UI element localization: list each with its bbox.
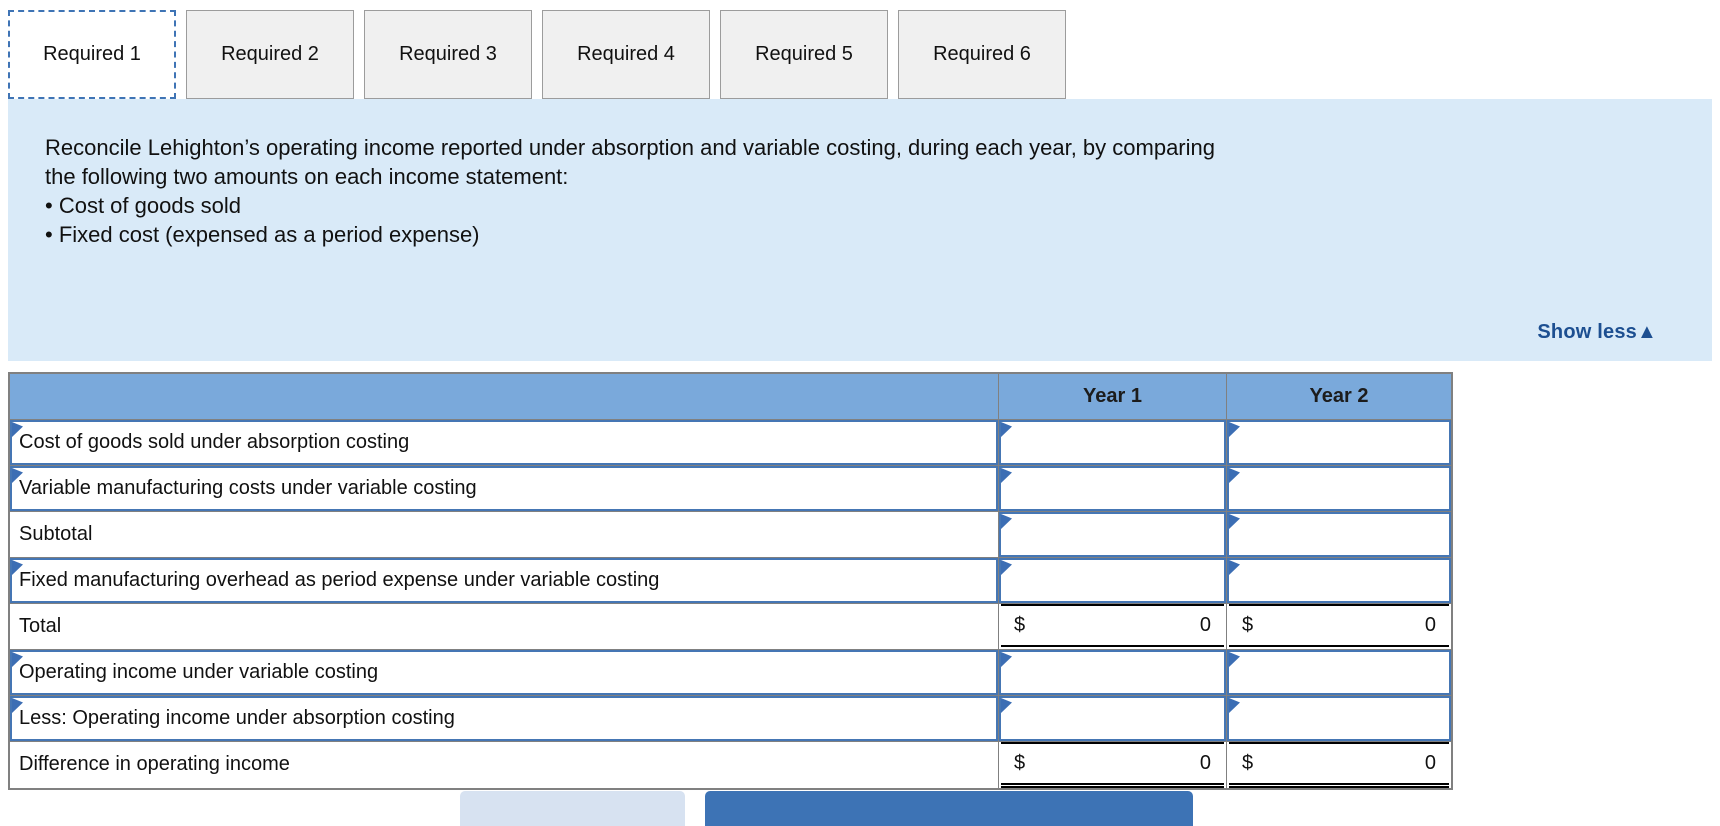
row6-year2-input[interactable] [1227, 650, 1451, 695]
row8-label-cell: Difference in operating income [10, 742, 999, 788]
instruction-line: the following two amounts on each income… [45, 164, 569, 189]
row2-label-input[interactable]: Variable manufacturing costs under varia… [10, 466, 998, 511]
row1-year2-input[interactable] [1227, 420, 1451, 465]
cell-flag-icon [1229, 468, 1240, 483]
previous-button[interactable] [460, 791, 685, 826]
cell-flag-icon [12, 560, 23, 575]
difference-year1-value: $ 0 [1001, 742, 1224, 788]
instruction-line: Reconcile Lehighton’s operating income r… [45, 135, 1215, 160]
row6-year2-cell [1227, 650, 1451, 696]
tab-required-3[interactable]: Required 3 [364, 10, 532, 99]
row6-label-text: Operating income under variable costing [19, 661, 379, 683]
required-tabbar: Required 1 Required 2 Required 3 Require… [8, 10, 1076, 99]
row6-year1-cell [999, 650, 1227, 696]
cell-flag-icon [1229, 698, 1240, 713]
currency-symbol: $ [1014, 614, 1026, 636]
row1-year1-cell [999, 420, 1227, 466]
row8-year2-cell: $ 0 [1227, 742, 1451, 788]
row2-label-text: Variable manufacturing costs under varia… [19, 477, 477, 499]
row5-label-cell: Total [10, 604, 999, 650]
row3-year1-input[interactable] [999, 512, 1226, 557]
row5-year2-cell: $ 0 [1227, 604, 1451, 650]
difference-year2-value: $ 0 [1229, 742, 1449, 788]
cell-flag-icon [1001, 560, 1012, 575]
row3-year2-input[interactable] [1227, 512, 1451, 557]
cell-flag-icon [12, 698, 23, 713]
row2-year2-input[interactable] [1227, 466, 1451, 511]
row1-label-text: Cost of goods sold under absorption cost… [19, 431, 410, 453]
row2-label-cell: Variable manufacturing costs under varia… [10, 466, 999, 512]
row4-label-text: Fixed manufacturing overhead as period e… [19, 569, 660, 591]
instruction-bullet: • Fixed cost (expensed as a period expen… [45, 222, 480, 247]
row2-year1-cell [999, 466, 1227, 512]
row7-year1-input[interactable] [999, 696, 1226, 741]
row2-year1-input[interactable] [999, 466, 1226, 511]
row7-year2-input[interactable] [1227, 696, 1451, 741]
row3-label-cell: Subtotal [10, 512, 999, 558]
row7-year1-cell [999, 696, 1227, 742]
cell-flag-icon [12, 422, 23, 437]
row1-year1-input[interactable] [999, 420, 1226, 465]
row4-year1-cell [999, 558, 1227, 604]
tab-required-2[interactable]: Required 2 [186, 10, 354, 99]
row7-year2-cell [1227, 696, 1451, 742]
total-year2-value: $ 0 [1229, 604, 1449, 647]
total-year1-amount: 0 [1199, 614, 1211, 636]
total-year1-value: $ 0 [1001, 604, 1224, 647]
row4-year2-input[interactable] [1227, 558, 1451, 603]
currency-symbol: $ [1242, 614, 1254, 636]
row6-label-cell: Operating income under variable costing [10, 650, 999, 696]
row4-label-cell: Fixed manufacturing overhead as period e… [10, 558, 999, 604]
currency-symbol: $ [1014, 752, 1026, 774]
cell-flag-icon [1001, 652, 1012, 667]
header-year1-cell: Year 1 [999, 374, 1227, 420]
row8-year1-cell: $ 0 [999, 742, 1227, 788]
row7-label-input[interactable]: Less: Operating income under absorption … [10, 696, 998, 741]
cell-flag-icon [12, 652, 23, 667]
row6-year1-input[interactable] [999, 650, 1226, 695]
cell-flag-icon [1229, 560, 1240, 575]
difference-year2-amount: 0 [1424, 752, 1436, 774]
tab-required-1[interactable]: Required 1 [8, 10, 176, 99]
instruction-bullet: • Cost of goods sold [45, 193, 242, 218]
row4-label-input[interactable]: Fixed manufacturing overhead as period e… [10, 558, 998, 603]
header-blank-cell [10, 374, 999, 420]
next-button[interactable] [705, 791, 1193, 826]
cell-flag-icon [1001, 514, 1012, 529]
row2-year2-cell [1227, 466, 1451, 512]
row3-year2-cell [1227, 512, 1451, 558]
cell-flag-icon [1001, 698, 1012, 713]
cell-flag-icon [1229, 422, 1240, 437]
row7-label-text: Less: Operating income under absorption … [19, 707, 455, 729]
show-less-label: Show less [1537, 321, 1637, 343]
header-year2-cell: Year 2 [1227, 374, 1451, 420]
row3-year1-cell [999, 512, 1227, 558]
total-year2-amount: 0 [1424, 614, 1436, 636]
row4-year2-cell [1227, 558, 1451, 604]
cell-flag-icon [1229, 652, 1240, 667]
cell-flag-icon [1001, 468, 1012, 483]
row4-year1-input[interactable] [999, 558, 1226, 603]
show-less-link[interactable]: Show less▲ [1537, 321, 1657, 344]
cell-flag-icon [1229, 514, 1240, 529]
chevron-up-icon: ▲ [1637, 321, 1657, 343]
currency-symbol: $ [1242, 752, 1254, 774]
row6-label-input[interactable]: Operating income under variable costing [10, 650, 998, 695]
row1-label-input[interactable]: Cost of goods sold under absorption cost… [10, 420, 998, 465]
cell-flag-icon [1001, 422, 1012, 437]
row7-label-cell: Less: Operating income under absorption … [10, 696, 999, 742]
row5-year1-cell: $ 0 [999, 604, 1227, 650]
tab-required-6[interactable]: Required 6 [898, 10, 1066, 99]
cell-flag-icon [12, 468, 23, 483]
row1-year2-cell [1227, 420, 1451, 466]
row1-label-cell: Cost of goods sold under absorption cost… [10, 420, 999, 466]
instruction-panel: Reconcile Lehighton’s operating income r… [8, 99, 1712, 361]
difference-year1-amount: 0 [1199, 752, 1211, 774]
tab-required-5[interactable]: Required 5 [720, 10, 888, 99]
instruction-text: Reconcile Lehighton’s operating income r… [45, 133, 1505, 249]
reconciliation-table: Year 1 Year 2 Cost of goods sold under a… [8, 372, 1453, 790]
tab-required-4[interactable]: Required 4 [542, 10, 710, 99]
